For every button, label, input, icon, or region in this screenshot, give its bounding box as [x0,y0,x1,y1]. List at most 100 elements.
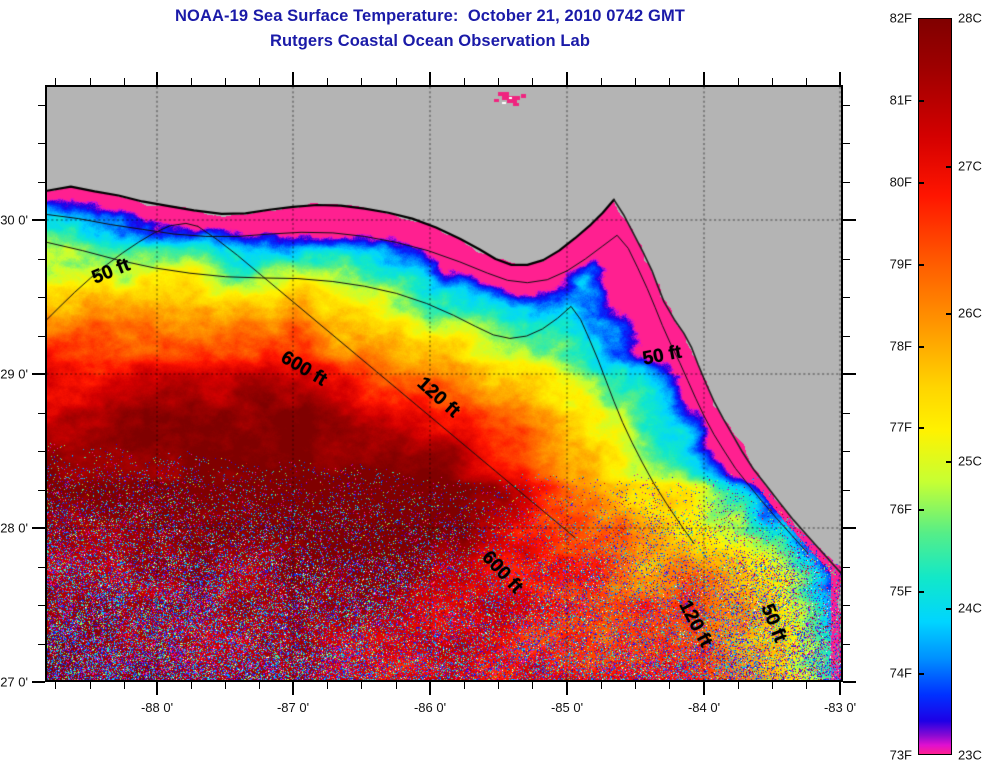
x-axis-minor-tick [601,682,602,689]
x-axis-minor-tick [669,682,670,689]
colorbar-fahrenheit-label: 74F [889,665,912,681]
colorbar-fahrenheit-label: 75F [889,583,912,599]
x-axis-major-tick-top [292,72,294,85]
y-axis-major-tick [32,373,45,375]
x-axis-minor-tick-top [772,78,773,85]
x-axis-major-tick-top [429,72,431,85]
x-axis-minor-tick-top [498,78,499,85]
x-axis-minor-tick-top [601,78,602,85]
x-axis-label: -86 0' [413,700,447,715]
x-axis-major-tick [429,682,431,695]
y-axis-label: 28 0' [0,520,28,536]
x-axis-major-tick [703,682,705,695]
x-axis-minor-tick [738,682,739,689]
colorbar-f-tick [918,509,924,511]
y-axis-minor-tick [38,451,45,452]
colorbar-f-tick [918,264,924,266]
x-axis-minor-tick-top [635,78,636,85]
y-axis-minor-tick-right [843,297,850,298]
x-axis-minor-tick-top [55,78,56,85]
y-axis-label: 29 0' [0,366,28,382]
y-axis-minor-tick [38,182,45,183]
y-axis-minor-tick-right [843,259,850,260]
colorbar-f-tick [918,591,924,593]
y-axis-minor-tick-right [843,143,850,144]
x-axis-minor-tick [191,682,192,689]
y-axis-minor-tick [38,413,45,414]
y-axis-minor-tick [38,143,45,144]
colorbar-f-tick [918,673,924,675]
y-axis-minor-tick [38,644,45,645]
temperature-colorbar[interactable] [918,18,952,755]
y-axis-minor-tick [38,567,45,568]
y-axis-minor-tick-right [843,336,850,337]
y-axis-minor-tick-right [843,105,850,106]
x-axis-minor-tick-top [806,78,807,85]
x-axis-minor-tick [259,682,260,689]
x-axis-label: -87 0' [276,700,310,715]
colorbar-celsius-label: 28C [958,10,982,26]
x-axis-major-tick [292,682,294,695]
y-axis-major-tick-right [843,681,856,683]
x-axis-minor-tick-top [396,78,397,85]
sst-raster-image [47,87,841,680]
x-axis-minor-tick [635,682,636,689]
x-axis-minor-tick-top [464,78,465,85]
colorbar-c-tick [946,608,952,610]
y-axis-minor-tick-right [843,490,850,491]
x-axis-minor-tick [396,682,397,689]
y-axis-major-tick [32,219,45,221]
x-axis-major-tick [566,682,568,695]
colorbar-celsius-label: 24C [958,600,982,616]
x-axis-major-tick [156,682,158,695]
x-axis-minor-tick [124,682,125,689]
y-axis-major-tick [32,681,45,683]
y-axis-minor-tick [38,297,45,298]
x-axis-minor-tick [772,682,773,689]
y-axis-minor-tick-right [843,182,850,183]
x-axis-major-tick-top [156,72,158,85]
colorbar-celsius-label: 23C [958,747,982,763]
y-axis-minor-tick-right [843,451,850,452]
x-axis-minor-tick [806,682,807,689]
x-axis-minor-tick-top [738,78,739,85]
colorbar-c-tick [946,461,952,463]
sst-map-plot[interactable] [45,85,843,682]
colorbar-fahrenheit-label: 82F [889,10,912,26]
colorbar-c-tick [946,166,952,168]
y-axis-minor-tick-right [843,605,850,606]
x-axis-minor-tick-top [90,78,91,85]
y-axis-minor-tick [38,490,45,491]
colorbar-c-tick [946,313,952,315]
x-axis-major-tick-top [839,72,841,85]
y-axis-minor-tick-right [843,567,850,568]
x-axis-major-tick-top [703,72,705,85]
y-axis-major-tick-right [843,527,856,529]
x-axis-major-tick [839,682,841,695]
x-axis-minor-tick-top [532,78,533,85]
colorbar-celsius-label: 25C [958,453,982,469]
x-axis-minor-tick [361,682,362,689]
colorbar-f-tick [918,346,924,348]
colorbar-gradient [918,18,952,755]
y-axis-major-tick [32,527,45,529]
x-axis-minor-tick [498,682,499,689]
colorbar-fahrenheit-label: 77F [889,419,912,435]
colorbar-fahrenheit-label: 73F [889,747,912,763]
y-axis-minor-tick [38,105,45,106]
x-axis-label: -84 0' [687,700,721,715]
x-axis-major-tick-top [566,72,568,85]
y-axis-major-tick-right [843,373,856,375]
colorbar-f-tick [918,427,924,429]
x-axis-minor-tick [532,682,533,689]
y-axis-minor-tick [38,605,45,606]
x-axis-minor-tick-top [669,78,670,85]
colorbar-f-tick [918,100,924,102]
page-title-line-2: Rutgers Coastal Ocean Observation Lab [269,32,591,50]
y-axis-label: 30 0' [0,212,28,228]
x-axis-label: -83 0' [823,700,857,715]
colorbar-fahrenheit-label: 78F [889,338,912,354]
colorbar-celsius-label: 27C [958,158,982,174]
x-axis-minor-tick-top [327,78,328,85]
x-axis-minor-tick-top [259,78,260,85]
